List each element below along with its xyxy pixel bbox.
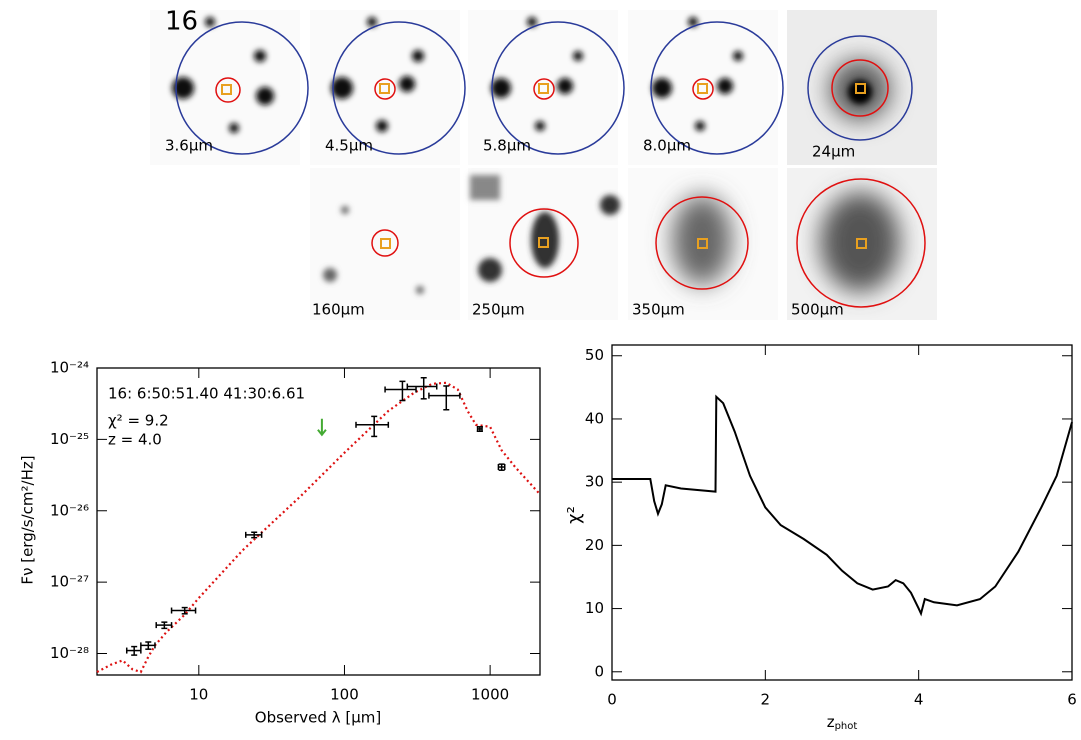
- annotation: z = 4.0: [108, 431, 162, 449]
- y-tick-label: 10⁻²⁴: [50, 359, 89, 377]
- upper-limit: [317, 418, 327, 437]
- x-tick-label: 4: [914, 691, 924, 709]
- y-tick-label: 10⁻²⁸: [50, 644, 89, 662]
- y-tick-label: 40: [585, 409, 604, 427]
- y-tick-label: 10: [585, 599, 604, 617]
- y-tick-label: 10⁻²⁷: [50, 573, 89, 591]
- chi2-curve: [612, 394, 1073, 617]
- band-label: 160μm: [312, 301, 365, 319]
- model-curve: [96, 381, 541, 674]
- band-label: 3.6μm: [165, 137, 213, 155]
- x-axis-label: Observed λ [μm]: [255, 709, 381, 727]
- x-tick-label: 6: [1067, 691, 1077, 709]
- band-label: 500μm: [791, 301, 844, 319]
- x-axis-label-main: z: [827, 713, 835, 731]
- band-label: 5.8μm: [483, 137, 531, 155]
- y-tick-label: 0: [594, 662, 604, 680]
- x-axis-label: zphot: [827, 713, 858, 733]
- x-tick-label: 1000: [471, 686, 509, 704]
- x-tick-label: 100: [330, 686, 359, 704]
- x-axis-label-subscript: phot: [835, 721, 858, 732]
- y-tick-label: 10⁻²⁵: [50, 430, 89, 448]
- annotation: χ² = 9.2: [108, 412, 169, 430]
- y-tick-label: 20: [585, 536, 604, 554]
- y-axis-label: Fν [erg/s/cm²/Hz]: [19, 455, 37, 584]
- band-label: 24μm: [812, 143, 855, 161]
- x-tick-label: 0: [607, 691, 617, 709]
- y-tick-label: 50: [585, 346, 604, 364]
- band-label: 350μm: [632, 301, 685, 319]
- band-label: 8.0μm: [643, 137, 691, 155]
- y-tick-label: 30: [585, 473, 604, 491]
- x-tick-label: 2: [761, 691, 771, 709]
- band-label: 250μm: [472, 301, 525, 319]
- annotation: 16: 6:50:51.40 41:30:6.61: [108, 385, 305, 403]
- cutout: [310, 168, 460, 320]
- x-tick-label: 10: [189, 686, 208, 704]
- y-tick-label: 10⁻²⁶: [50, 501, 89, 519]
- band-label: 4.5μm: [325, 137, 373, 155]
- plot-frame: [96, 367, 541, 676]
- source-id: 16: [165, 7, 198, 37]
- y-axis-label: χ²: [564, 506, 585, 524]
- cutouts: [150, 10, 937, 320]
- plot-frame: [611, 344, 1073, 681]
